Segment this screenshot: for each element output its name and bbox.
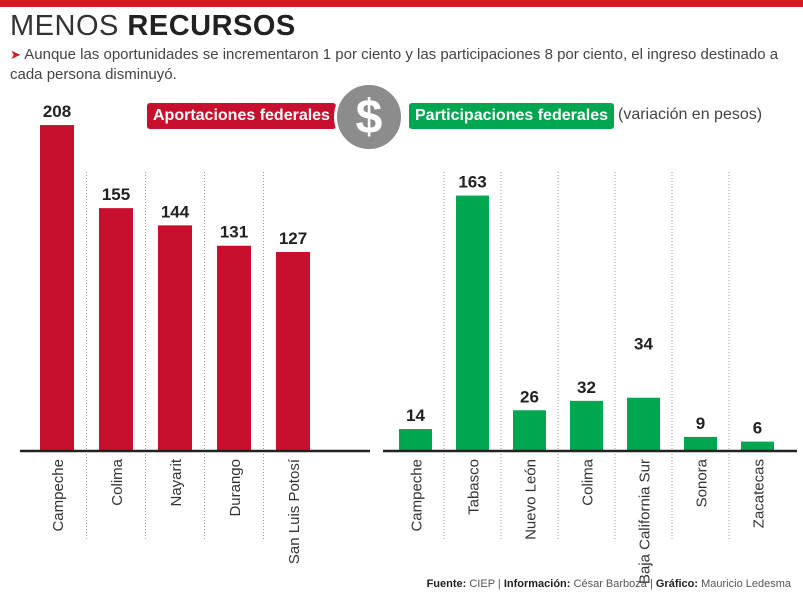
info: César Barboza [573,578,647,590]
bar-nuevo-león [513,410,546,451]
value-label: 144 [161,202,190,221]
value-label: 163 [458,173,486,192]
grafico-label: Gráfico: [655,578,699,590]
category-label: Zacatecas [751,459,768,528]
info-label: Información: [503,578,571,590]
category-label: Campeche [409,459,426,532]
value-label: 155 [102,185,130,204]
bar-durango [217,245,251,451]
page-title: MENOS RECURSOS [10,10,296,43]
title-light: MENOS [10,10,119,42]
dollar-coin-icon: $ [334,82,404,152]
legend-participaciones: Participaciones federales [409,103,614,129]
grafico: Mauricio Ledesma [701,578,791,590]
subtitle-text: Aunque las oportunidades se incrementaro… [10,46,779,83]
category-label: Durango [227,459,244,517]
value-label: 9 [696,414,705,433]
bar-baja-california-sur [627,397,660,451]
credits: Fuente: CIEP | Información: César Barboz… [426,578,791,590]
bar-zacatecas [741,441,774,451]
value-label: 208 [43,102,71,121]
unit-label: (variación en pesos) [618,106,763,123]
value-label: 34 [634,335,653,354]
category-label: San Luis Potosí [286,458,303,564]
value-label: 131 [220,223,248,242]
subtitle: ➤ Aunque las oportunidades se incrementa… [10,45,795,85]
value-label: 26 [520,387,539,406]
category-label: Tabasco [466,459,483,515]
bar-colima [570,400,603,451]
category-label: Baja California Sur [637,459,654,584]
category-label: Nuevo León [523,459,540,540]
category-label: Campeche [50,459,67,532]
top-accent-bar [0,0,803,7]
category-label: Colima [109,458,126,505]
bar-colima [99,208,133,451]
bar-sonora [684,436,717,451]
title-bold: RECURSOS [127,10,296,42]
bar-campeche [399,429,432,451]
value-label: 32 [577,378,596,397]
value-label: 14 [406,406,425,425]
arrow-icon: ➤ [10,47,21,62]
value-label: 6 [753,419,762,438]
legend-aportaciones: Aportaciones federales [147,103,336,129]
bar-campeche [40,125,74,452]
bar-san-luis-potosí [276,251,310,451]
bar-tabasco [456,195,489,451]
category-label: Colima [580,458,597,505]
category-label: Sonora [694,458,711,507]
fuente: CIEP [469,578,495,590]
value-label: 127 [279,229,307,248]
bar-nayarit [158,225,192,451]
fuente-label: Fuente: [426,578,467,590]
category-label: Nayarit [168,458,185,506]
